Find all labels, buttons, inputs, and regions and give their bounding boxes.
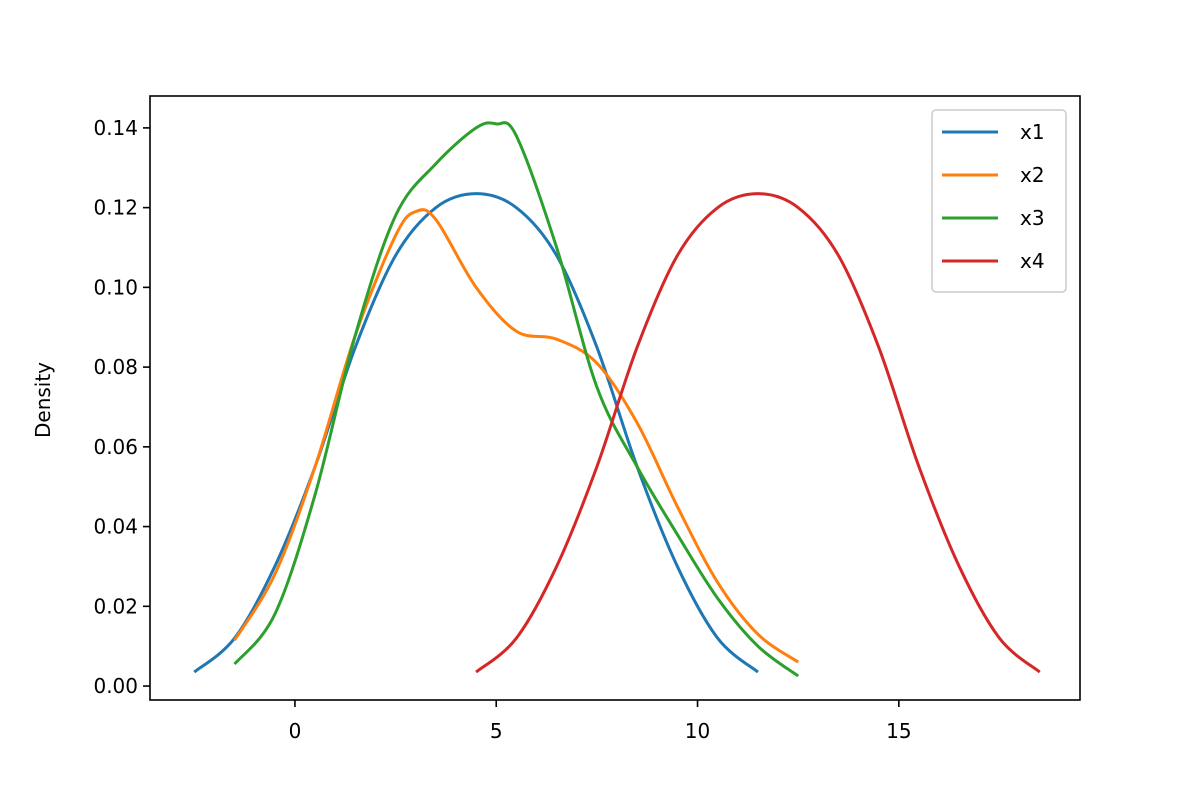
y-tick-label: 0.00	[93, 674, 138, 698]
y-tick-label: 0.10	[93, 275, 138, 299]
series-line-x3	[233, 121, 800, 678]
y-tick-label: 0.12	[93, 196, 138, 220]
axes-frame	[149, 95, 1081, 701]
x-tick-label: 15	[886, 719, 911, 743]
x-tick-label: 0	[289, 719, 302, 743]
y-tick-label: 0.14	[93, 116, 138, 140]
x-tick-label: 5	[490, 719, 503, 743]
legend-label-x2: x2	[1020, 163, 1045, 187]
x-tick-label: 10	[685, 719, 710, 743]
legend-label-x3: x3	[1020, 206, 1045, 230]
series-line-x2	[233, 208, 800, 664]
legend-label-x1: x1	[1020, 120, 1045, 144]
series-layer	[193, 121, 1041, 678]
y-tick-label: 0.06	[93, 435, 138, 459]
y-axis: 0.00 0.02 0.04 0.06 0.08 0.10 0.12 0.14	[93, 116, 150, 698]
series-line-x1	[193, 192, 759, 674]
y-tick-label: 0.04	[93, 515, 138, 539]
x-axis: 0 5 10 15	[289, 700, 912, 743]
y-tick-label: 0.08	[93, 355, 138, 379]
legend-label-x4: x4	[1020, 249, 1045, 273]
y-tick-label: 0.02	[93, 594, 138, 618]
legend-box	[931, 109, 1067, 293]
series-line-x4	[475, 192, 1041, 674]
legend: x1 x2 x3 x4	[931, 109, 1067, 293]
y-axis-label: Density	[31, 362, 55, 438]
